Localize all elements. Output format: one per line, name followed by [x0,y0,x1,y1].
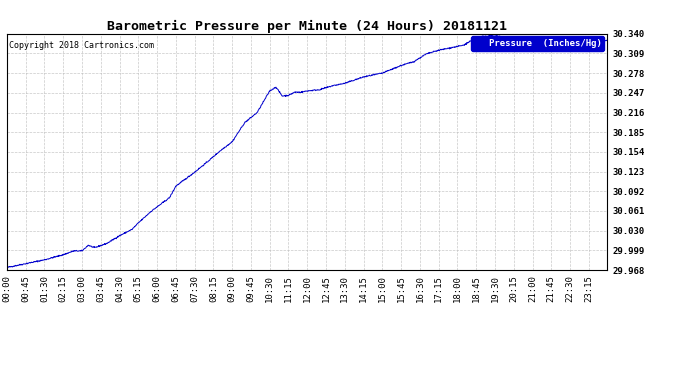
Legend: Pressure  (Inches/Hg): Pressure (Inches/Hg) [471,36,604,51]
Title: Barometric Pressure per Minute (24 Hours) 20181121: Barometric Pressure per Minute (24 Hours… [107,20,507,33]
Text: Copyright 2018 Cartronics.com: Copyright 2018 Cartronics.com [9,41,154,50]
